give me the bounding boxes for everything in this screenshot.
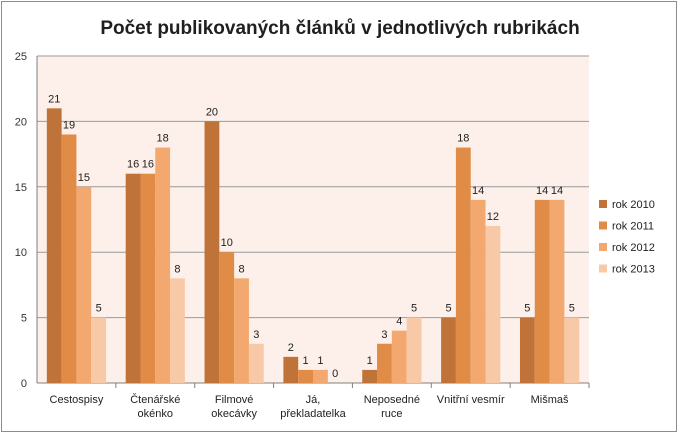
data-label: 8 xyxy=(174,263,180,275)
bar xyxy=(564,317,580,383)
legend-label: rok 2010 xyxy=(612,199,655,211)
data-label: 19 xyxy=(63,119,75,131)
bar xyxy=(470,199,486,383)
category-label: Cestospisy xyxy=(50,394,104,406)
bar xyxy=(377,343,392,383)
data-label: 21 xyxy=(48,93,60,105)
bar xyxy=(234,278,249,383)
legend-swatch xyxy=(599,243,607,251)
data-label: 18 xyxy=(457,133,469,145)
data-label: 0 xyxy=(332,368,338,380)
data-label: 3 xyxy=(253,329,259,341)
data-label: 16 xyxy=(127,159,139,171)
bar xyxy=(46,108,62,383)
data-label: 5 xyxy=(445,303,451,315)
bar xyxy=(219,252,235,383)
bar xyxy=(441,317,456,383)
category-label: Neposedné xyxy=(364,394,420,406)
data-label: 8 xyxy=(238,263,244,275)
data-label: 14 xyxy=(551,185,563,197)
bar xyxy=(125,173,141,383)
category-label: Filmové xyxy=(215,394,254,406)
category-label: překladatelka xyxy=(280,408,346,420)
bar xyxy=(313,369,328,383)
bar xyxy=(485,226,501,383)
bar xyxy=(549,199,565,383)
bar xyxy=(170,278,185,383)
legend-swatch xyxy=(599,264,607,273)
category-label: Já, xyxy=(306,394,321,406)
data-label: 14 xyxy=(536,185,548,197)
bar xyxy=(455,147,471,383)
data-label: 3 xyxy=(381,329,387,341)
chart-title: Počet publikovaných článků v jednotlivýc… xyxy=(100,18,580,39)
data-label: 16 xyxy=(142,159,154,171)
category-label: Čtenářské xyxy=(130,393,180,406)
legend-label: rok 2011 xyxy=(612,221,654,233)
data-label: 10 xyxy=(221,237,233,249)
y-tick-label: 20 xyxy=(15,116,27,128)
legend-label: rok 2013 xyxy=(612,264,655,276)
legend-label: rok 2012 xyxy=(612,242,655,254)
bar xyxy=(61,134,77,383)
y-tick-label: 25 xyxy=(15,51,27,63)
data-label: 5 xyxy=(524,303,530,315)
bar xyxy=(91,317,107,383)
data-label: 1 xyxy=(303,355,309,367)
bar xyxy=(248,343,264,383)
data-label: 12 xyxy=(487,211,499,223)
data-label: 5 xyxy=(411,303,417,315)
bar xyxy=(298,369,313,383)
bar xyxy=(76,186,92,383)
y-tick-label: 0 xyxy=(21,378,27,390)
legend-swatch xyxy=(599,200,607,208)
legend-swatch xyxy=(599,221,607,230)
data-label: 15 xyxy=(78,172,90,184)
data-label: 1 xyxy=(367,355,373,367)
bar xyxy=(140,173,156,383)
bar xyxy=(155,147,171,383)
bar xyxy=(283,356,299,383)
category-label: okecávky xyxy=(211,408,257,420)
bar xyxy=(534,199,550,383)
category-label: okénko xyxy=(138,408,173,420)
bar xyxy=(406,317,422,383)
plot-background xyxy=(37,56,589,383)
category-label: ruce xyxy=(381,408,402,420)
bar xyxy=(391,330,407,383)
data-label: 20 xyxy=(206,106,218,118)
y-tick-label: 10 xyxy=(15,247,27,259)
data-label: 2 xyxy=(288,342,294,354)
bar xyxy=(204,121,220,384)
bar xyxy=(519,317,535,383)
data-label: 1 xyxy=(317,355,323,367)
data-label: 14 xyxy=(472,185,484,197)
data-label: 18 xyxy=(157,133,169,145)
legend: rok 2010 rok 2011 rok 2012 rok 2013 xyxy=(599,199,655,276)
y-tick-label: 15 xyxy=(15,182,27,194)
data-label: 4 xyxy=(396,316,402,328)
y-tick-label: 5 xyxy=(21,313,27,325)
bar xyxy=(362,369,378,383)
data-label: 5 xyxy=(569,303,575,315)
category-label: Vnitřní vesmír xyxy=(437,394,505,406)
data-label: 5 xyxy=(96,303,102,315)
category-label: Mišmaš xyxy=(531,394,569,406)
